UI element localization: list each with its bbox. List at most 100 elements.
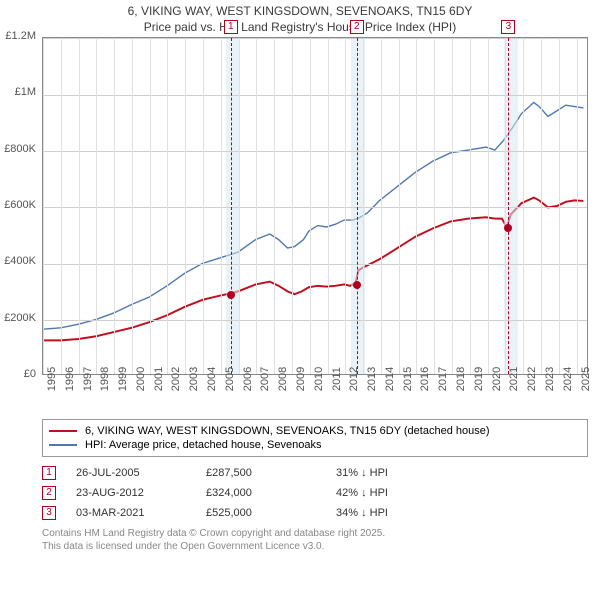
footer-attribution: Contains HM Land Registry data © Crown c… bbox=[42, 527, 588, 553]
x-tick-label: 2019 bbox=[473, 367, 485, 391]
x-tick-label: 2021 bbox=[508, 367, 520, 391]
x-tick-label: 2015 bbox=[402, 367, 414, 391]
event-badge: 3 bbox=[501, 20, 515, 34]
event-row-delta: 31% ↓ HPI bbox=[336, 467, 466, 479]
gridline-v bbox=[470, 38, 471, 374]
gridline-v bbox=[256, 38, 257, 374]
legend-row-hpi: HPI: Average price, detached house, Seve… bbox=[49, 438, 581, 452]
event-row: 3 03-MAR-2021£525,00034% ↓ HPI bbox=[42, 503, 588, 523]
y-tick-label: £600K bbox=[4, 199, 36, 211]
y-tick-label: £1M bbox=[15, 86, 36, 98]
events-table: 1 26-JUL-2005£287,50031% ↓ HPI 2 23-AUG-201… bbox=[42, 463, 588, 523]
event-row: 1 26-JUL-2005£287,50031% ↓ HPI bbox=[42, 463, 588, 483]
gridline-v bbox=[114, 38, 115, 374]
y-tick-label: £800K bbox=[4, 143, 36, 155]
event-row-delta: 42% ↓ HPI bbox=[336, 487, 466, 499]
legend-label-price-paid: 6, VIKING WAY, WEST KINGSDOWN, SEVENOAKS… bbox=[85, 425, 490, 437]
x-tick-label: 1996 bbox=[64, 367, 76, 391]
legend-row-price-paid: 6, VIKING WAY, WEST KINGSDOWN, SEVENOAKS… bbox=[49, 424, 581, 438]
gridline-v bbox=[274, 38, 275, 374]
x-tick-label: 1998 bbox=[99, 367, 111, 391]
x-tick-label: 1995 bbox=[46, 367, 58, 391]
x-tick-label: 2005 bbox=[224, 367, 236, 391]
x-axis-labels: 1995199619971998199920002001200220032004… bbox=[42, 375, 588, 415]
y-tick-label: £0 bbox=[24, 368, 36, 380]
x-tick-label: 2024 bbox=[562, 367, 574, 391]
event-line bbox=[231, 38, 232, 374]
x-tick-label: 2025 bbox=[580, 367, 592, 391]
gridline-v bbox=[452, 38, 453, 374]
gridline-v bbox=[523, 38, 524, 374]
x-tick-label: 2004 bbox=[206, 367, 218, 391]
x-tick-label: 2023 bbox=[544, 367, 556, 391]
chart-plot-area: 123 bbox=[42, 37, 588, 375]
event-row-price: £287,500 bbox=[206, 467, 336, 479]
event-row-price: £324,000 bbox=[206, 487, 336, 499]
gridline-v bbox=[577, 38, 578, 374]
gridline-v bbox=[239, 38, 240, 374]
event-row-date: 23-AUG-2012 bbox=[76, 487, 206, 499]
footer-line-1: Contains HM Land Registry data © Crown c… bbox=[42, 527, 588, 540]
x-tick-label: 2003 bbox=[188, 367, 200, 391]
gridline-v bbox=[167, 38, 168, 374]
x-tick-label: 2009 bbox=[295, 367, 307, 391]
gridline-v bbox=[381, 38, 382, 374]
gridline-v bbox=[79, 38, 80, 374]
gridline-v bbox=[221, 38, 222, 374]
event-line bbox=[357, 38, 358, 374]
legend-swatch-hpi bbox=[49, 444, 77, 446]
gridline-v bbox=[505, 38, 506, 374]
x-tick-label: 2008 bbox=[277, 367, 289, 391]
gridline-v bbox=[43, 38, 44, 374]
event-row-date: 03-MAR-2021 bbox=[76, 507, 206, 519]
gridline-v bbox=[416, 38, 417, 374]
x-tick-label: 2016 bbox=[419, 367, 431, 391]
gridline-v bbox=[328, 38, 329, 374]
x-tick-label: 2014 bbox=[384, 367, 396, 391]
event-row-delta: 34% ↓ HPI bbox=[336, 507, 466, 519]
gridline-v bbox=[185, 38, 186, 374]
gridline-v bbox=[150, 38, 151, 374]
event-line bbox=[508, 38, 509, 374]
event-row-badge: 1 bbox=[42, 466, 56, 480]
event-row-badge: 2 bbox=[42, 486, 56, 500]
x-tick-label: 2006 bbox=[242, 367, 254, 391]
event-marker bbox=[227, 291, 235, 299]
event-row-badge: 3 bbox=[42, 506, 56, 520]
gridline-v bbox=[345, 38, 346, 374]
gridline-v bbox=[203, 38, 204, 374]
footer-line-2: This data is licensed under the Open Gov… bbox=[42, 540, 588, 553]
event-row-date: 26-JUL-2005 bbox=[76, 467, 206, 479]
x-tick-label: 2010 bbox=[313, 367, 325, 391]
x-tick-label: 1997 bbox=[82, 367, 94, 391]
y-tick-label: £400K bbox=[4, 255, 36, 267]
x-tick-label: 2001 bbox=[153, 367, 165, 391]
event-row-price: £525,000 bbox=[206, 507, 336, 519]
legend-swatch-price-paid bbox=[49, 430, 77, 432]
y-tick-label: £200K bbox=[4, 312, 36, 324]
event-marker bbox=[353, 281, 361, 289]
x-tick-label: 2020 bbox=[491, 367, 503, 391]
x-tick-label: 2018 bbox=[455, 367, 467, 391]
x-tick-label: 2011 bbox=[331, 367, 343, 391]
gridline-v bbox=[61, 38, 62, 374]
x-tick-label: 2012 bbox=[348, 367, 360, 391]
x-tick-label: 1999 bbox=[117, 367, 129, 391]
gridline-v bbox=[363, 38, 364, 374]
gridline-v bbox=[96, 38, 97, 374]
gridline-v bbox=[310, 38, 311, 374]
y-axis-labels: £0£200K£400K£600K£800K£1M£1.2M bbox=[0, 36, 40, 374]
legend-box: 6, VIKING WAY, WEST KINGSDOWN, SEVENOAKS… bbox=[42, 419, 588, 457]
title-line-1: 6, VIKING WAY, WEST KINGSDOWN, SEVENOAKS… bbox=[0, 4, 600, 20]
gridline-v bbox=[292, 38, 293, 374]
legend-label-hpi: HPI: Average price, detached house, Seve… bbox=[85, 439, 321, 451]
x-tick-label: 2002 bbox=[170, 367, 182, 391]
y-tick-label: £1.2M bbox=[5, 30, 36, 42]
x-tick-label: 2022 bbox=[526, 367, 538, 391]
event-badge: 2 bbox=[350, 20, 364, 34]
event-marker bbox=[504, 224, 512, 232]
gridline-v bbox=[132, 38, 133, 374]
gridline-v bbox=[541, 38, 542, 374]
gridline-v bbox=[434, 38, 435, 374]
gridline-v bbox=[488, 38, 489, 374]
